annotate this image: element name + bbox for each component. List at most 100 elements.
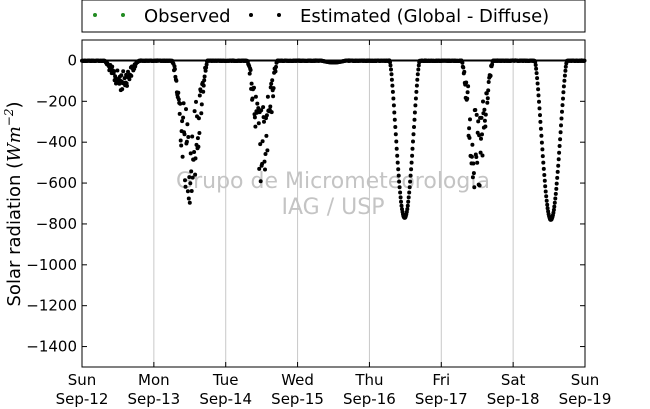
estimated-point-222 — [186, 135, 191, 139]
estimated-point-856 — [490, 62, 495, 67]
estimated-point-809 — [467, 135, 472, 140]
estimated-point-352 — [248, 68, 253, 72]
estimated-point-686 — [408, 173, 413, 178]
estimated-point-952 — [536, 87, 541, 92]
estimated-point-665 — [398, 195, 403, 200]
estimated-point-255 — [202, 78, 207, 83]
estimated-point-995 — [556, 157, 561, 162]
estimated-point-950 — [535, 76, 540, 81]
estimated-point-951 — [535, 81, 540, 86]
estimated-point-234 — [192, 150, 197, 154]
estimated-point-259 — [204, 65, 209, 70]
estimated-point-221 — [185, 189, 190, 194]
estimated-point-377 — [260, 139, 265, 144]
estimated-point-968 — [543, 189, 548, 194]
estimated-point-374 — [259, 108, 264, 113]
estimated-point-378 — [261, 105, 266, 110]
x-tick-label-day-7: Sun — [571, 371, 600, 389]
estimated-point-963 — [541, 160, 546, 165]
estimated-point-836 — [480, 153, 485, 158]
estimated-point-645 — [389, 67, 393, 72]
estimated-point-816 — [470, 175, 475, 180]
estimated-point-1008 — [562, 73, 567, 78]
estimated-point-216 — [183, 184, 188, 189]
plot-frame — [82, 40, 585, 367]
estimated-point-954 — [537, 99, 541, 104]
legend-marker-observed-1 — [93, 13, 97, 17]
estimated-point-67 — [112, 69, 117, 74]
estimated-point-835 — [480, 132, 484, 137]
estimated-point-354 — [249, 81, 254, 86]
estimated-point-843 — [483, 112, 488, 117]
legend-marker-observed-2 — [121, 13, 125, 17]
estimated-point-226 — [188, 181, 193, 186]
y-tick-label-2: −400 — [36, 133, 77, 151]
estimated-point-683 — [407, 190, 412, 195]
estimated-point-250 — [199, 102, 204, 107]
estimated-point-82 — [119, 73, 124, 78]
estimated-point-238 — [194, 99, 198, 104]
x-tick-label-day-2: Tue — [212, 371, 239, 389]
estimated-point-965 — [542, 173, 547, 177]
estimated-point-692 — [411, 132, 416, 137]
estimated-point-397 — [270, 78, 275, 83]
y-tick-label-7: −1400 — [26, 338, 77, 356]
estimated-point-832 — [478, 150, 483, 155]
estimated-point-99 — [127, 77, 132, 82]
estimated-point-819 — [472, 185, 477, 190]
estimated-point-687 — [409, 167, 414, 172]
estimated-point-688 — [409, 160, 414, 165]
estimated-point-1009 — [563, 68, 568, 73]
estimated-point-350 — [247, 71, 252, 76]
y-tick-label-1: −200 — [36, 92, 77, 110]
estimated-point-651 — [391, 103, 396, 108]
estimated-point-657 — [394, 146, 399, 151]
legend-frame — [81, 0, 586, 33]
estimated-point-964 — [541, 166, 546, 171]
estimated-point-659 — [395, 160, 400, 165]
estimated-point-94 — [125, 83, 129, 88]
estimated-point-701 — [415, 72, 420, 77]
estimated-point-387 — [265, 148, 270, 153]
estimated-point-948 — [534, 66, 539, 71]
x-tick-label-day-3: Wed — [281, 371, 314, 389]
estimated-point-660 — [396, 167, 401, 172]
watermark-line-2: IAG / USP — [282, 195, 385, 220]
estimated-point-696 — [413, 103, 418, 108]
estimated-point-957 — [538, 119, 543, 124]
estimated-point-956 — [538, 113, 542, 118]
estimated-point-969 — [544, 194, 549, 199]
estimated-point-998 — [558, 137, 563, 142]
estimated-point-695 — [412, 110, 417, 115]
estimated-point-685 — [408, 179, 413, 184]
estimated-point-802 — [464, 80, 469, 85]
estimated-point-650 — [391, 96, 396, 101]
estimated-point-230 — [190, 134, 195, 139]
estimated-point-697 — [413, 96, 418, 101]
estimated-point-703 — [416, 63, 421, 68]
estimated-point-253 — [201, 89, 206, 94]
estimated-point-798 — [462, 69, 467, 74]
estimated-point-953 — [536, 93, 541, 98]
estimated-point-373 — [258, 179, 263, 184]
estimated-point-258 — [203, 68, 208, 73]
estimated-point-229 — [189, 189, 194, 193]
estimated-point-667 — [399, 203, 404, 208]
x-tick-label-date-0: Sep-12 — [56, 390, 109, 408]
estimated-point-74 — [115, 68, 120, 73]
estimated-point-842 — [483, 124, 488, 129]
estimated-point-215 — [183, 178, 187, 183]
estimated-point-211 — [181, 115, 186, 120]
estimated-point-1006 — [561, 84, 566, 89]
estimated-point-991 — [554, 181, 559, 186]
estimated-point-219 — [184, 139, 189, 144]
estimated-point-997 — [557, 144, 562, 148]
legend-entry-observed: Observed — [93, 6, 231, 27]
estimated-point-818 — [471, 171, 476, 176]
estimated-point-817 — [471, 161, 476, 166]
estimated-point-846 — [485, 100, 490, 105]
estimated-point-1001 — [559, 116, 564, 121]
estimated-point-205 — [178, 101, 183, 106]
estimated-point-960 — [539, 140, 544, 145]
estimated-point-201 — [176, 90, 181, 95]
